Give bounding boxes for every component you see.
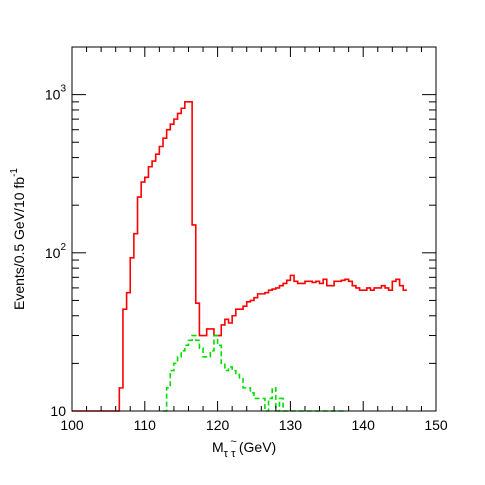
y-tick-label: 10: [50, 403, 66, 419]
x-tick-label: 150: [424, 417, 448, 433]
x-axis-title-main: M: [212, 439, 224, 455]
x-tick-label: 140: [352, 417, 376, 433]
x-tick-label: 100: [60, 417, 84, 433]
series-1-histogram: [72, 101, 407, 412]
chart-marks: [72, 101, 407, 412]
y-axis-ticks: 10 102 103: [45, 46, 436, 419]
x-axis-title-subscript: τ τ: [224, 448, 236, 460]
x-tick-label: 130: [279, 417, 303, 433]
y-axis-title-main: Events/0.5 GeV/10 fb: [11, 177, 27, 310]
plot-frame: [71, 46, 437, 412]
x-axis-title: Mτ τ~ (GeV): [212, 436, 276, 460]
x-tick-label: 110: [134, 417, 157, 433]
x-axis-title-tilde: ~: [230, 436, 236, 448]
series-2-histogram: [163, 334, 345, 412]
y-axis-title: Events/0.5 GeV/10 fb-1: [9, 168, 27, 310]
y-tick-label: 102: [45, 242, 67, 261]
y-axis-title-superscript: -1: [9, 168, 20, 177]
x-axis-title-unit: (GeV): [239, 439, 276, 455]
y-tick-label: 103: [45, 84, 67, 103]
x-tick-label: 120: [206, 417, 230, 433]
x-axis-ticks: 100 110 120 130 140 150: [60, 47, 448, 433]
